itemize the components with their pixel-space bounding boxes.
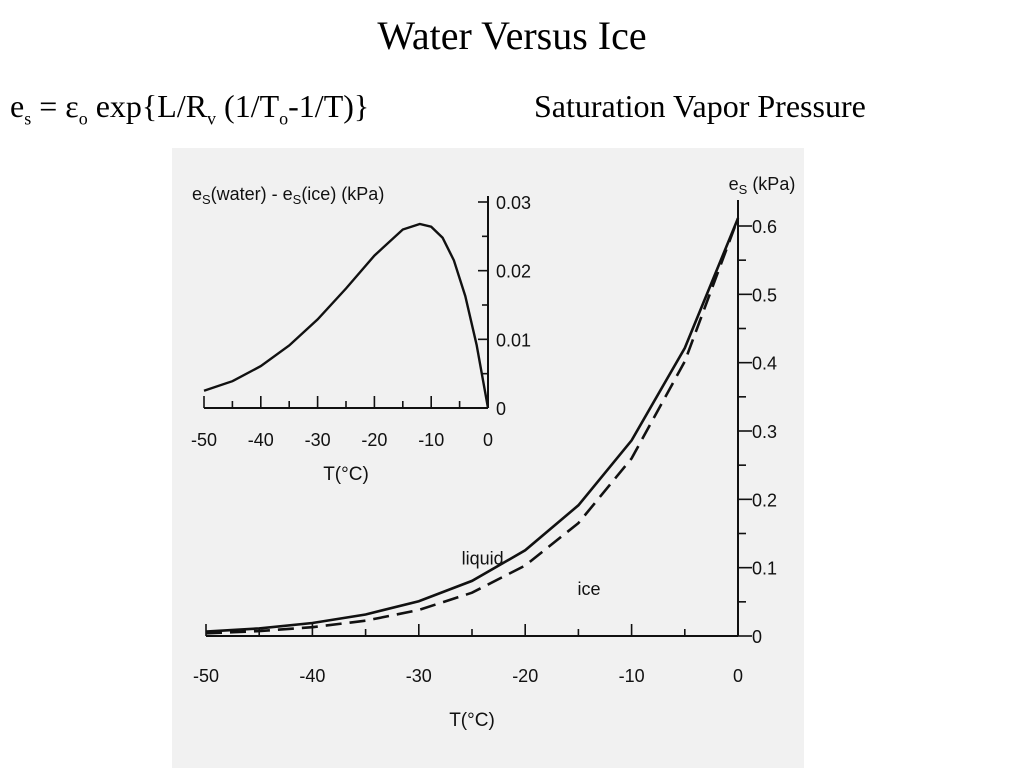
series-line-ice [205, 217, 740, 635]
formula-t0-subscript: o [279, 108, 289, 129]
formula-epsilon: ε [65, 88, 79, 124]
slide-title: Water Versus Ice [377, 13, 647, 58]
formula-equals: = [31, 88, 66, 124]
formula-e-subscript: s [24, 108, 32, 129]
inset-x-tick-label: -30 [305, 430, 331, 450]
formula-e: e [10, 88, 25, 124]
annotation-liquid: liquid [462, 548, 504, 568]
main-x-tick-label: -20 [512, 666, 538, 686]
figure-panel: -50 -40 -30 -20 -10 0 0 0.1 0.2 0.3 0.4 0.5 0.6 liqui… [172, 148, 804, 768]
inset-x-tick-label: 0 [483, 430, 493, 450]
main-y-tick-label: 0.1 [752, 559, 777, 579]
series-line-liquid [205, 217, 740, 633]
main-x-tick-label: -50 [193, 666, 219, 686]
inset-y-tick-label: 0.02 [496, 262, 531, 282]
formula-exp: exp{L/R [87, 88, 208, 124]
inset-y-tick-label: 0.03 [496, 193, 531, 213]
inset-series-line [203, 222, 490, 409]
inset-x-tick-label: -20 [361, 430, 387, 450]
main-x-tick-label: -10 [619, 666, 645, 686]
main-x-tick-label: 0 [733, 666, 743, 686]
main-y-tick-label: 0 [752, 627, 762, 647]
inset-x-tick-label: -40 [248, 430, 274, 450]
slide-subtitle: Saturation Vapor Pressure [534, 88, 866, 124]
main-y-tick-label: 0.3 [752, 422, 777, 442]
main-y-tick-label: 0.6 [752, 217, 777, 237]
main-y-tick-label: 0.2 [752, 490, 777, 510]
inset-x-tick-label: -50 [191, 430, 217, 450]
main-y-tick-label: 0.5 [752, 285, 777, 305]
main-y-axis-label: eS (kPa) [729, 174, 796, 197]
saturation-formula: es = εo exp{L/Rv (1/To-1/T)} [10, 88, 369, 129]
main-chart [205, 200, 752, 637]
formula-rv-subscript: v [207, 108, 217, 129]
main-x-tick-label: -30 [406, 666, 432, 686]
inset-x-axis-label: T(°C) [323, 464, 369, 485]
saturation-pressure-charts: -50 -40 -30 -20 -10 000.10.20.30.40.50.6liqui… [191, 174, 796, 731]
formula-tail: -1/T)} [288, 88, 370, 124]
formula-epsilon-subscript: o [78, 108, 88, 129]
formula-inverse-t0: (1/T [216, 88, 280, 124]
inset-y-axis-label: eS(water) - eS(ice) (kPa) [192, 184, 384, 207]
main-x-tick-label: -40 [299, 666, 325, 686]
inset-chart [203, 196, 490, 409]
main-x-axis-label: T(°C) [449, 710, 495, 731]
main-y-tick-label: 0.4 [752, 354, 777, 374]
inset-x-tick-label: -10 [418, 430, 444, 450]
inset-y-tick-label: 0 [496, 399, 506, 419]
inset-y-tick-label: 0.01 [496, 330, 531, 350]
annotation-ice: ice [578, 579, 601, 599]
